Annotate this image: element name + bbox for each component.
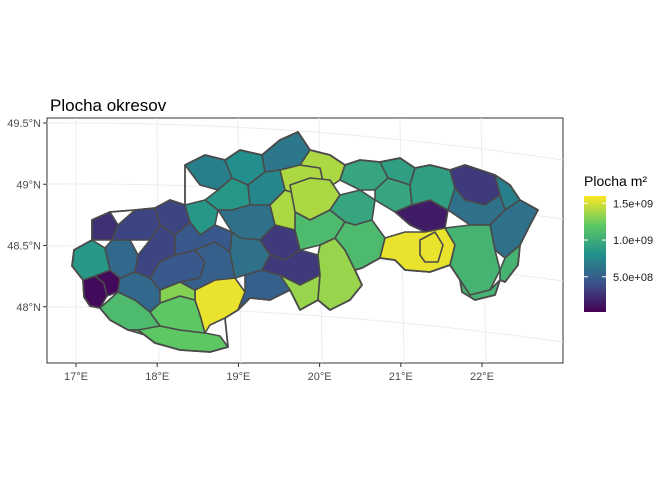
legend-tick-label: 5.0e+08: [613, 272, 653, 284]
x-tick-label: 20°E: [308, 371, 332, 383]
grid-lat-49-5: [46, 122, 564, 161]
x-tick-label: 18°E: [145, 371, 169, 383]
x-tick-label: 17°E: [64, 371, 88, 383]
legend-ticks: 1.5e+09 1.0e+09 5.0e+08: [584, 198, 653, 284]
y-tick-label: 48.5°N: [7, 241, 41, 253]
x-tick-label: 21°E: [389, 371, 413, 383]
y-tick-label: 48°N: [16, 302, 41, 314]
district: [419, 231, 444, 263]
legend-tick-label: 1.0e+09: [613, 235, 653, 247]
x-tick-label: 19°E: [226, 371, 250, 383]
x-tick-label: 22°E: [470, 371, 494, 383]
y-tick-label: 49.5°N: [7, 118, 41, 130]
plot-title: Plocha okresov: [50, 96, 167, 115]
legend-title: Plocha m²: [584, 173, 647, 189]
country-border: [71, 131, 539, 353]
legend-tick-label: 1.5e+09: [613, 198, 653, 210]
y-tick-label: 49°N: [16, 179, 41, 191]
legend-colorbar: [584, 196, 606, 312]
y-axis: 49.5°N 49°N 48.5°N 48°N: [7, 118, 47, 314]
districts-layer: [71, 131, 539, 353]
district: [174, 221, 233, 256]
x-axis: 17°E 18°E 19°E 20°E 21°E 22°E: [64, 363, 494, 383]
